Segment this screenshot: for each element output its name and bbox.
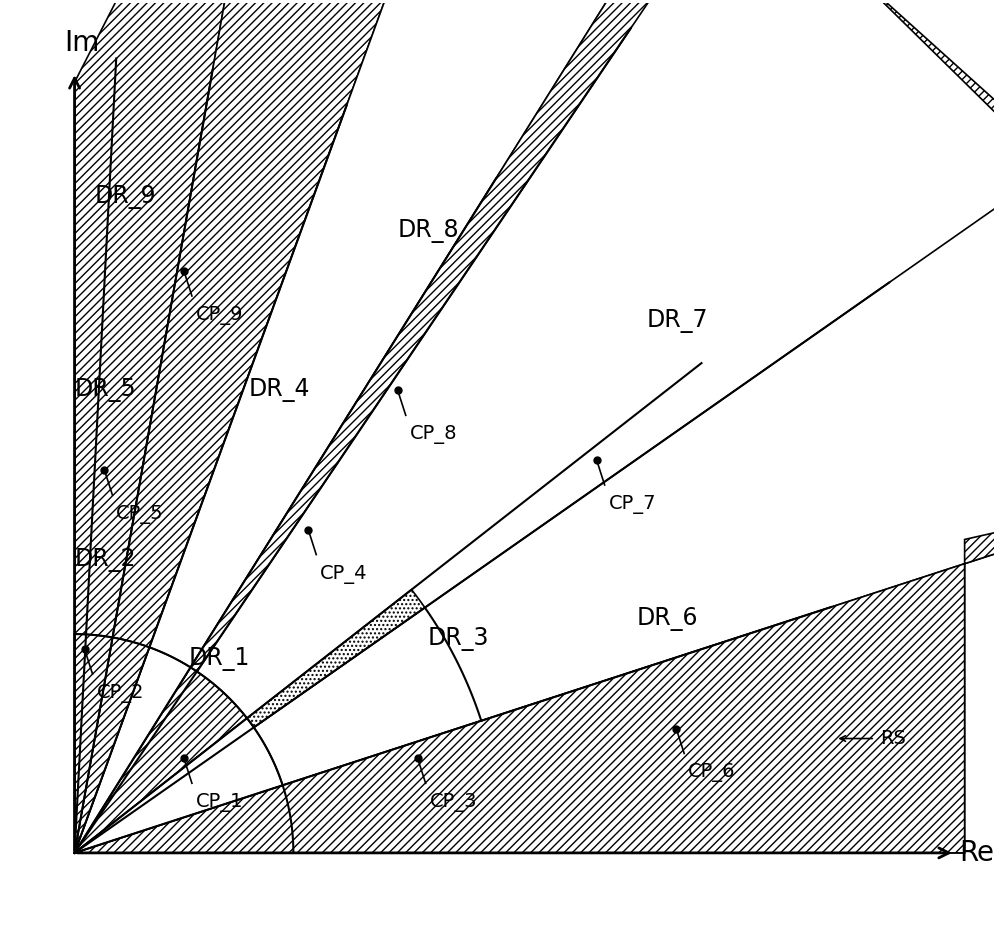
Text: CP_2: CP_2 — [96, 684, 144, 703]
Text: DR_1: DR_1 — [189, 647, 250, 671]
Polygon shape — [75, 718, 283, 853]
Polygon shape — [75, 634, 113, 853]
Polygon shape — [75, 647, 191, 853]
Text: CP_5: CP_5 — [116, 504, 164, 523]
Polygon shape — [75, 484, 1000, 853]
Text: DR_6: DR_6 — [636, 607, 698, 631]
Text: DR_9: DR_9 — [94, 184, 156, 209]
Text: RS: RS — [880, 729, 906, 748]
Text: CP_4: CP_4 — [320, 564, 368, 583]
Text: DR_7: DR_7 — [646, 309, 708, 332]
Text: DR_4: DR_4 — [249, 378, 310, 403]
Polygon shape — [75, 637, 149, 853]
Text: Im: Im — [65, 29, 100, 57]
Text: CP_9: CP_9 — [196, 306, 243, 325]
Text: Re: Re — [960, 839, 995, 867]
Text: DR_8: DR_8 — [398, 219, 459, 243]
Polygon shape — [247, 590, 425, 728]
Text: CP_7: CP_7 — [609, 495, 656, 514]
Text: DR_3: DR_3 — [428, 627, 489, 651]
Text: CP_6: CP_6 — [688, 764, 736, 783]
Text: DR_5: DR_5 — [75, 378, 136, 403]
Text: DR_2: DR_2 — [75, 547, 136, 572]
Polygon shape — [75, 0, 707, 853]
Polygon shape — [75, 0, 282, 853]
Text: CP_3: CP_3 — [430, 793, 477, 812]
Polygon shape — [75, 0, 1000, 853]
Polygon shape — [75, 118, 1000, 853]
Polygon shape — [75, 0, 1000, 853]
Text: CP_8: CP_8 — [410, 426, 457, 445]
Polygon shape — [75, 0, 483, 853]
Polygon shape — [75, 83, 1000, 853]
Polygon shape — [75, 667, 247, 853]
Text: CP_1: CP_1 — [196, 793, 243, 812]
